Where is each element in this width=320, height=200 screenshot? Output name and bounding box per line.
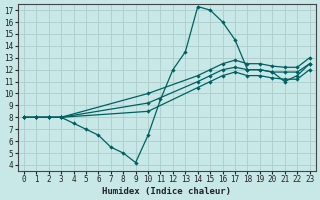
X-axis label: Humidex (Indice chaleur): Humidex (Indice chaleur) bbox=[102, 187, 231, 196]
